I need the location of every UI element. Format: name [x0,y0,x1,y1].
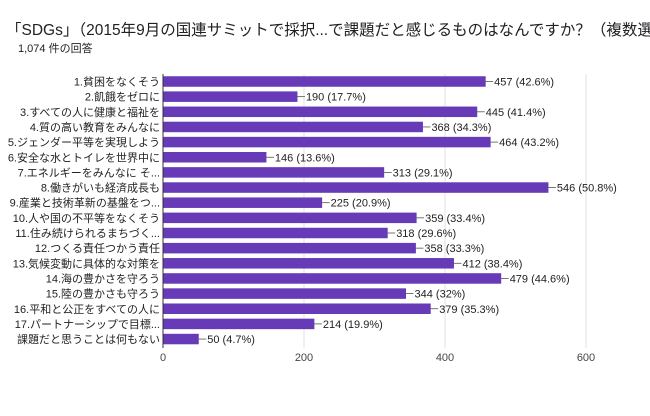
category-label: 16.平和と公正をすべての人に [14,303,160,316]
category-label: 課題だと思うことは何もない [17,332,160,346]
bar [163,197,323,208]
bar [163,136,491,148]
category-label: 3.すべての人に健康と福祉を [20,105,160,119]
x-tick-label: 200 [295,352,313,364]
category-label: 15.陸の豊かさも守ろう [46,287,160,301]
data-label: 359 (33.4%) [425,213,485,225]
data-label: 479 (44.6%) [510,273,570,285]
category-label: 4.質の高い教育をみんなに [30,120,160,134]
category-label: 2.飢餓をゼロに [85,90,160,104]
x-tick-label: 0 [160,352,166,364]
data-label: 190 (17.7%) [306,92,366,104]
bar [163,288,407,299]
bar [163,76,486,87]
bar [163,258,454,269]
category-label: 13.気候変動に具体的な対策を [13,256,160,270]
bar [163,303,431,314]
category-label: 6.安全な水とトイレを世界中に [8,150,160,164]
category-label: 12.つくる責任つかう責任 [35,241,160,255]
bar [163,106,478,118]
bar [163,121,423,133]
bar [163,212,417,224]
data-label: 368 (34.3%) [431,122,491,134]
bar [163,152,267,163]
category-label: 17.パートナーシップで目標... [15,317,160,331]
data-label: 445 (41.4%) [486,107,546,119]
category-label: 5.ジェンダー平等を実現しよう [8,135,160,149]
bar [163,273,502,284]
category-label: 8.働きがいも経済成長も [41,181,160,195]
data-label: 225 (20.9%) [331,198,391,210]
data-label: 318 (29.6%) [396,228,456,240]
bar [163,242,416,254]
category-label: 1.貧困をなくそう [74,76,160,89]
bar [163,91,298,102]
category-label: 14.海の豊かさを守ろう [46,271,160,285]
category-label: 9.産業と技術革新の基盤をつ... [10,196,160,210]
data-label: 358 (33.3%) [424,243,484,255]
category-label: 11.住み続けられるまちづく... [15,226,160,240]
data-label: 546 (50.8%) [557,183,617,195]
category-label: 7.エネルギーをみんなに そ... [18,166,160,179]
chart-title: 「SDGs」（2015年9月の国連サミットで採択...で課題だと感じるものはなん… [6,22,650,39]
data-label: 146 (13.6%) [275,152,335,164]
bar [163,182,549,193]
data-label: 50 (4.7%) [207,334,255,346]
bar [163,167,385,178]
response-count: 1,074 件の回答 [18,43,93,55]
x-tick-label: 400 [436,352,454,364]
data-label: 214 (19.9%) [323,319,383,331]
bar [163,318,315,330]
data-label: 412 (38.4%) [462,258,522,270]
x-tick-label: 600 [577,352,595,364]
data-label: 464 (43.2%) [499,137,559,149]
data-label: 457 (42.6%) [494,77,554,89]
bar [163,227,388,239]
category-label: 10.人や国の不平等をなくそう [13,211,160,225]
data-label: 344 (32%) [415,289,466,301]
bar [163,333,199,345]
data-label: 379 (35.3%) [439,304,499,316]
data-label: 313 (29.1%) [393,167,453,179]
